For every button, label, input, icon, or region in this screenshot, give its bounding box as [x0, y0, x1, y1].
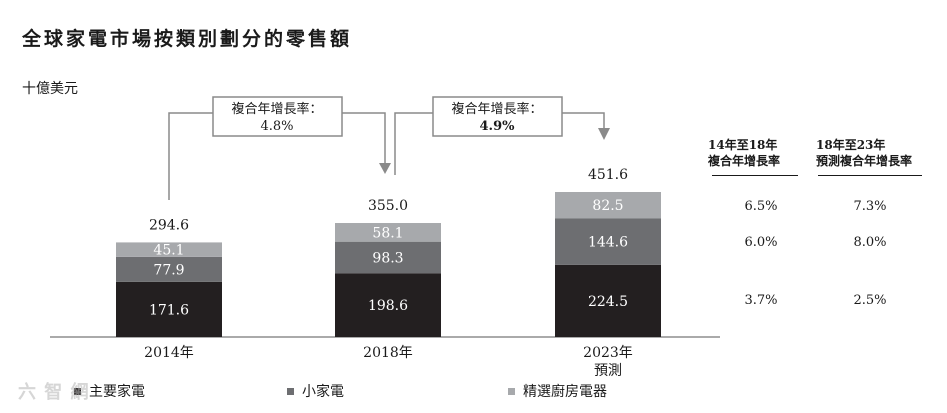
bars-group: 171.6 77.9 45.1 294.6 2014年 198.6 98.3 58.1 355.…	[50, 167, 720, 379]
legend-swatch-major	[74, 387, 81, 395]
callout-2-value: 4.9%	[480, 119, 516, 134]
callout-2-arrow-icon	[598, 128, 610, 140]
legend-swatch-small	[287, 387, 294, 395]
bar-segment-1-1	[335, 241, 441, 274]
table-row-kitchen-col1: 6.5%	[744, 199, 778, 214]
callout-1-label: 複合年增長率：	[231, 101, 322, 117]
x-tick-sublabel-2: 預測	[594, 363, 622, 379]
callout-2-label: 複合年增長率：	[451, 101, 542, 117]
table-header-2: 18年至23年 預測複合年增長率	[816, 137, 928, 169]
table-header-1-line1: 14年至18年	[708, 138, 778, 152]
bar-value-label-2-0: 224.5	[588, 294, 628, 310]
table-row-small-col1: 6.0%	[744, 235, 778, 250]
callout-1-right-connector	[342, 112, 386, 163]
watermark: 六 智 網	[18, 382, 90, 403]
callout-2-box	[432, 96, 563, 137]
bar-total-label-0: 294.6	[149, 217, 189, 233]
bar-segment-0-2	[116, 242, 222, 257]
table-row-major-col1: 3.7%	[744, 293, 778, 308]
callout-2-left-connector	[394, 112, 433, 175]
table-header-1-line2: 複合年增長率	[708, 154, 781, 168]
bar-segment-2-1	[555, 218, 661, 265]
legend-item-major: 主要家電	[74, 381, 145, 401]
legend-item-kitchen: 精選廚房電器	[508, 381, 607, 401]
legend-label-major: 主要家電	[89, 384, 145, 400]
bar-value-label-2-1: 144.6	[588, 235, 628, 251]
bar-value-label-1-2: 58.1	[372, 225, 403, 241]
callout-1-left-connector	[168, 112, 213, 200]
table-header-2-line1: 18年至23年	[816, 138, 886, 152]
legend-swatch-kitchen	[508, 387, 515, 395]
chart-title: 全球家電市場按類別劃分的零售額	[22, 28, 353, 50]
legend-label-small: 小家電	[302, 384, 344, 400]
bar-value-label-0-2: 45.1	[153, 243, 184, 259]
bar-segment-2-2	[555, 192, 661, 219]
bar-segment-2-0	[555, 264, 661, 337]
legend-label-kitchen: 精選廚房電器	[523, 384, 607, 400]
bar-value-label-1-0: 198.6	[368, 298, 408, 314]
unit-label: 十億美元	[22, 81, 78, 97]
bar-segment-1-2	[335, 223, 441, 242]
bar-value-label-1-1: 98.3	[372, 250, 403, 266]
bar-segment-0-1	[116, 256, 222, 282]
bar-value-label-0-0: 171.6	[149, 302, 189, 318]
table-header-1-underline	[712, 175, 798, 176]
table-row-kitchen-col2: 7.3%	[853, 199, 887, 214]
callout-1-value: 4.8%	[260, 119, 293, 134]
cagr-callouts: 複合年增長率： 4.8% 複合年增長率： 4.9%	[168, 96, 610, 200]
bar-total-label-2: 451.6	[588, 167, 628, 183]
table-row-major-col2: 2.5%	[853, 293, 887, 308]
legend-item-small: 小家電	[287, 381, 344, 401]
callout-1-arrow-icon	[379, 163, 391, 174]
x-tick-label-2: 2023年	[583, 345, 633, 361]
table-header-2-line2: 預測複合年增長率	[816, 154, 913, 168]
x-tick-label-0: 2014年	[144, 345, 194, 361]
bar-segment-0-0	[116, 281, 222, 337]
bar-value-label-2-2: 82.5	[592, 198, 623, 214]
bar-value-label-0-1: 77.9	[153, 262, 184, 278]
callout-2-right-connector	[562, 112, 605, 128]
bar-total-label-1: 355.0	[368, 198, 408, 214]
callout-1-box	[212, 96, 343, 137]
table-header-2-underline	[818, 175, 922, 176]
bar-segment-1-0	[335, 273, 441, 337]
x-tick-label-1: 2018年	[363, 345, 413, 361]
table-header-1: 14年至18年 複合年增長率	[708, 137, 804, 169]
table-row-small-col2: 8.0%	[853, 235, 887, 250]
